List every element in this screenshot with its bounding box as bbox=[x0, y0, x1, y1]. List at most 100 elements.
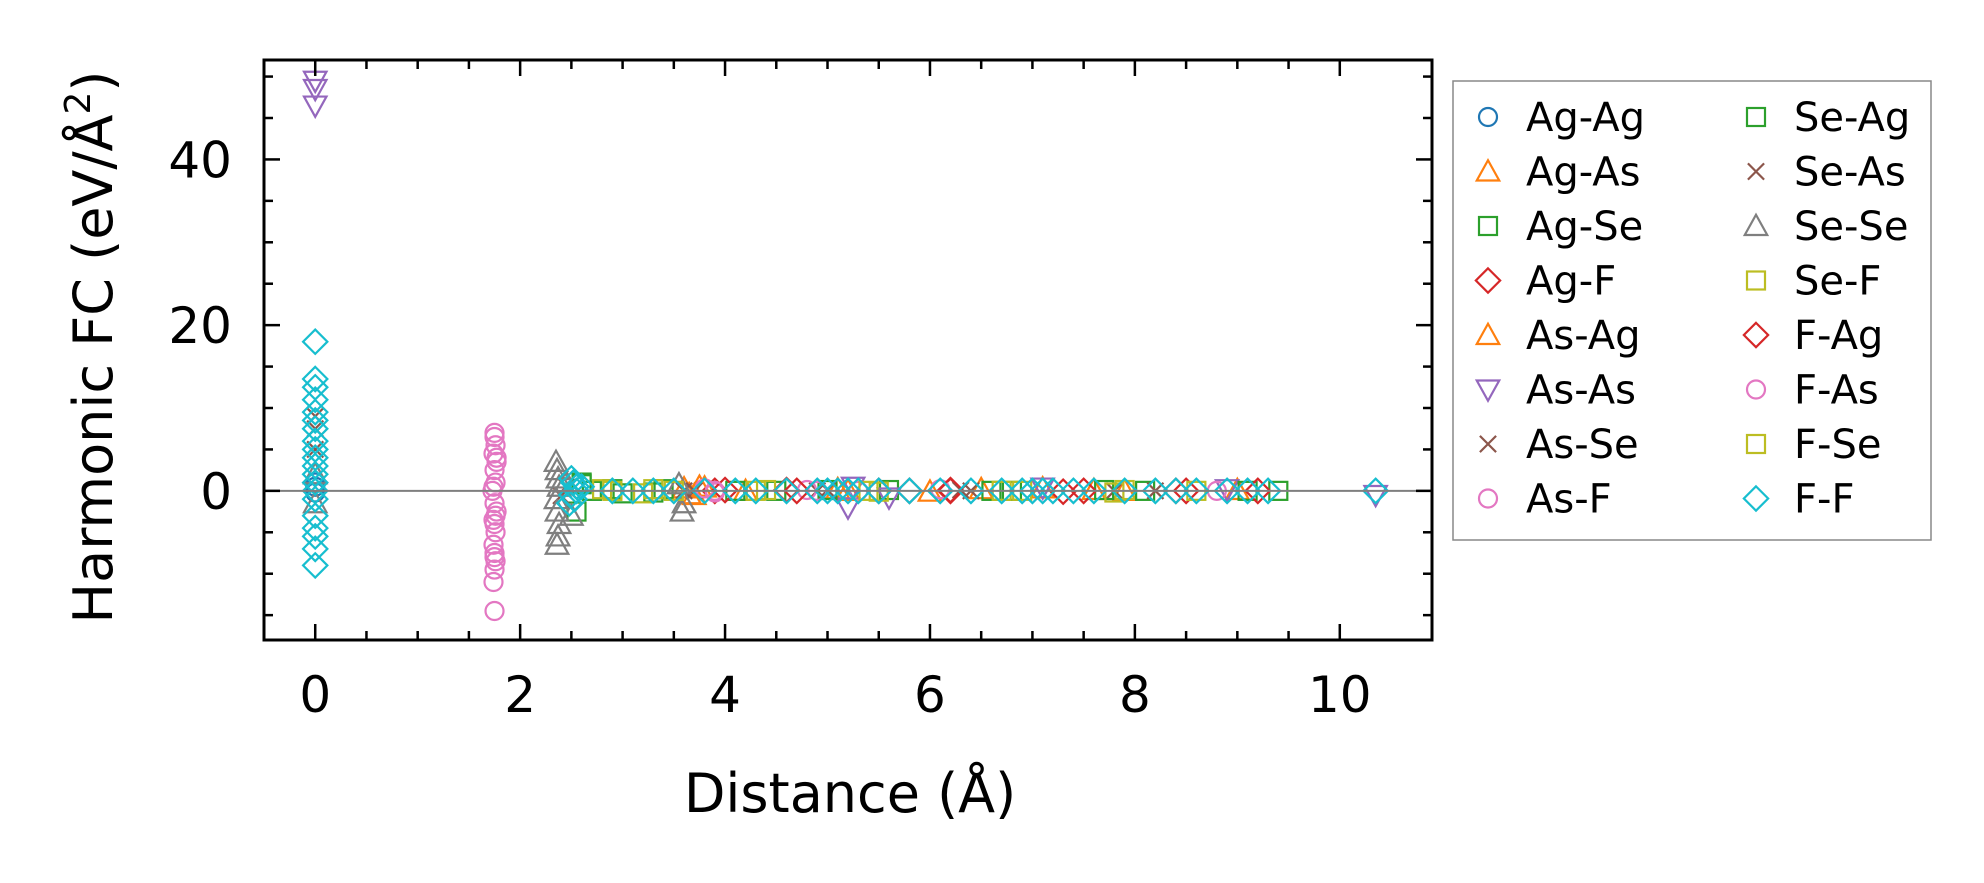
legend-marker bbox=[1745, 106, 1767, 128]
data-point-se-f bbox=[632, 483, 654, 504]
legend-label: Se-Ag bbox=[1794, 95, 1910, 141]
data-point-ag-as bbox=[732, 477, 759, 501]
data-point-f-f bbox=[301, 502, 329, 530]
legend-marker bbox=[1479, 435, 1497, 453]
data-point-f-f bbox=[301, 365, 329, 393]
data-point-f-as bbox=[483, 476, 504, 497]
data-point-as-f bbox=[485, 435, 506, 456]
data-point-f-f bbox=[639, 477, 668, 505]
y-tick-label: 40 bbox=[168, 131, 232, 189]
data-point-se-se bbox=[668, 498, 696, 522]
data-point-f-f bbox=[660, 477, 688, 505]
data-point-f-f bbox=[1018, 477, 1047, 505]
data-point-f-f bbox=[301, 535, 329, 563]
data-point-as-f bbox=[483, 534, 504, 555]
data-point-f-f bbox=[301, 406, 329, 435]
data-point-as-ag bbox=[834, 477, 862, 501]
legend-items: Ag-Ag Ag-As Ag-Se Ag-F As-Ag As-As As-Se As-F Se… bbox=[1474, 95, 1910, 523]
data-point-f-f bbox=[895, 477, 924, 505]
legend-label: Ag-Ag bbox=[1526, 95, 1645, 141]
data-point-f-as bbox=[485, 505, 506, 526]
legend-box bbox=[1452, 80, 1932, 541]
x-tick-label: 4 bbox=[709, 666, 741, 724]
legend-marker bbox=[1477, 215, 1499, 237]
data-point-se-ag bbox=[653, 479, 674, 500]
legend-item: Ag-Ag bbox=[1477, 95, 1645, 141]
data-point-f-f bbox=[690, 477, 719, 505]
legend-item: F-As bbox=[1745, 368, 1879, 414]
data-point-f-ag bbox=[783, 477, 811, 505]
data-point-f-f bbox=[813, 477, 842, 505]
data-point-f-f bbox=[957, 477, 985, 505]
legend-item: Ag-Se bbox=[1477, 204, 1643, 250]
legend-label: Se-Se bbox=[1794, 204, 1908, 250]
legend-label: Ag-Se bbox=[1526, 204, 1643, 250]
data-point-f-f bbox=[803, 477, 831, 505]
data-point-f-f bbox=[555, 489, 584, 517]
data-point-f-f bbox=[926, 477, 954, 505]
data-point-as-as bbox=[302, 95, 329, 120]
legend-label: F-Ag bbox=[1794, 313, 1883, 359]
data-point-se-se bbox=[558, 502, 585, 526]
legend-item: As-Ag bbox=[1474, 313, 1641, 359]
legend-marker bbox=[1742, 212, 1770, 237]
legend-item: Ag-F bbox=[1474, 259, 1616, 305]
series-as-f bbox=[482, 422, 1227, 622]
data-point-f-f bbox=[824, 477, 852, 505]
data-point-f-ag bbox=[1069, 477, 1098, 505]
data-point-se-ag bbox=[612, 483, 633, 504]
data-point-f-f bbox=[301, 485, 329, 513]
legend-label: As-Se bbox=[1526, 422, 1639, 468]
axis-ticks bbox=[264, 60, 1432, 640]
data-point-f-f bbox=[1233, 477, 1262, 505]
data-point-f-f bbox=[301, 386, 329, 414]
data-point-se-se bbox=[670, 489, 698, 514]
data-point-as-f bbox=[486, 447, 507, 468]
data-point-f-as bbox=[484, 426, 505, 448]
x-tick-label: 8 bbox=[1119, 666, 1151, 724]
legend-item: Ag-As bbox=[1474, 150, 1641, 196]
data-point-f-f bbox=[1110, 477, 1139, 505]
legend-marker bbox=[1477, 106, 1499, 128]
legend-marker bbox=[1742, 484, 1770, 513]
legend-marker bbox=[1747, 162, 1765, 181]
data-point-ag-f bbox=[1049, 477, 1077, 506]
data-point-as-f bbox=[483, 443, 504, 464]
legend-marker bbox=[1477, 488, 1499, 509]
data-point-f-f bbox=[721, 477, 750, 505]
data-point-f-f bbox=[834, 477, 862, 505]
y-tick-label: 0 bbox=[200, 463, 232, 521]
plot-frame bbox=[262, 58, 1434, 642]
legend-label: As-F bbox=[1526, 477, 1612, 523]
legend-marker bbox=[1474, 321, 1502, 346]
legend-label: As-As bbox=[1526, 368, 1636, 414]
data-point-f-f bbox=[772, 477, 801, 505]
y-axis-label: Harmonic FC (eV/Å2) bbox=[58, 71, 125, 624]
legend-label: Se-As bbox=[1794, 150, 1906, 196]
data-point-as-as bbox=[834, 497, 862, 521]
legend-marker bbox=[1474, 379, 1502, 404]
data-point-f-f bbox=[567, 473, 596, 501]
data-point-f-f bbox=[1141, 477, 1170, 505]
legend-label: Ag-F bbox=[1526, 259, 1616, 305]
data-point-se-se bbox=[665, 470, 693, 495]
data-point-f-f bbox=[1162, 477, 1190, 505]
legend-label: F-Se bbox=[1794, 422, 1881, 468]
y-axis-label-end: ) bbox=[62, 71, 125, 92]
y-axis-label-main: Harmonic FC (eV/Å bbox=[61, 114, 125, 623]
legend-item: Se-Se bbox=[1742, 204, 1908, 250]
y-axis-label-superscript: 2 bbox=[58, 92, 99, 115]
data-point-f-f bbox=[301, 415, 329, 443]
data-point-as-f bbox=[484, 493, 505, 514]
y-tick-label: 20 bbox=[168, 297, 232, 355]
legend: Ag-Ag Ag-As Ag-Se Ag-F As-Ag As-As As-Se As-F Se… bbox=[1452, 80, 1932, 541]
legend-label: Ag-As bbox=[1526, 150, 1641, 196]
legend-label: Se-F bbox=[1794, 259, 1881, 305]
data-point-f-f bbox=[301, 468, 329, 497]
x-tick-label: 6 bbox=[914, 666, 946, 724]
data-point-as-as bbox=[302, 78, 329, 103]
legend-item: As-As bbox=[1474, 368, 1636, 414]
legend-item: F-F bbox=[1742, 477, 1854, 523]
data-point-as-f bbox=[484, 460, 505, 481]
